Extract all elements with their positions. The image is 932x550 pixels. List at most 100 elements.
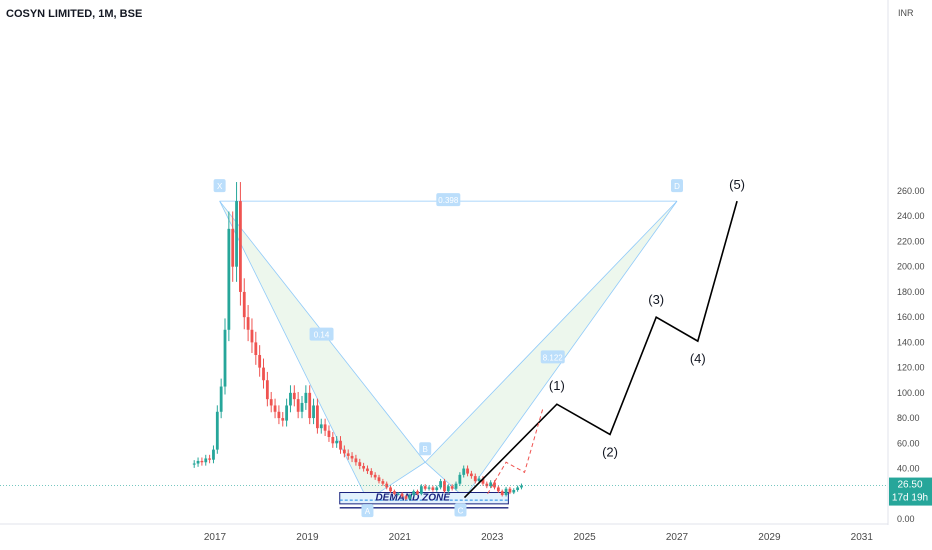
demand-zone: DEMAND ZONE bbox=[339, 492, 509, 509]
candle-body bbox=[242, 291, 246, 318]
candle-body bbox=[246, 317, 250, 330]
y-tick-label: 160.00 bbox=[897, 312, 925, 322]
candle-body bbox=[335, 440, 339, 444]
x-tick-label: 2027 bbox=[666, 532, 689, 543]
ratio-label: 8.122 bbox=[543, 353, 564, 362]
time-axis: 2017 2019 2021 2023 2025 2027 2029 2031 bbox=[0, 523, 888, 543]
candle-body bbox=[231, 228, 235, 267]
ratio-label-bg bbox=[309, 327, 334, 341]
candle-body bbox=[250, 329, 254, 343]
candle-body bbox=[489, 482, 493, 487]
candle-body bbox=[504, 488, 508, 496]
y-tick-label: 40.00 bbox=[897, 464, 920, 474]
wave-label: (5) bbox=[729, 177, 745, 192]
candle-body bbox=[431, 487, 435, 490]
candle-body bbox=[239, 201, 242, 292]
candle-body bbox=[500, 491, 504, 496]
point-label: A bbox=[365, 507, 371, 516]
candle-body bbox=[289, 392, 292, 406]
candle-body bbox=[219, 386, 223, 412]
last-price-tag bbox=[889, 477, 932, 506]
candle-body bbox=[520, 485, 523, 488]
candle-body bbox=[404, 496, 408, 499]
candle-body bbox=[381, 481, 385, 484]
candle-body bbox=[316, 405, 319, 429]
candle-body bbox=[204, 458, 208, 463]
point-label-bg bbox=[213, 179, 226, 193]
candle-body bbox=[508, 488, 512, 493]
candle-body bbox=[227, 228, 231, 330]
candle-body bbox=[408, 495, 412, 499]
wave-label: (3) bbox=[648, 292, 664, 307]
candle-body bbox=[281, 418, 285, 421]
candle-body bbox=[373, 474, 377, 478]
candle-body bbox=[400, 493, 404, 497]
point-label: D bbox=[674, 182, 680, 191]
y-tick-label: 80.00 bbox=[897, 413, 920, 423]
candle-body bbox=[258, 355, 262, 368]
candle-body bbox=[477, 478, 481, 482]
y-tick-label: 140.00 bbox=[897, 337, 925, 347]
candle-body bbox=[358, 462, 362, 467]
candle-body bbox=[273, 405, 277, 412]
y-tick-label: 200.00 bbox=[897, 262, 925, 272]
price-axis: 260.00 240.00 220.00 200.00 180.00 160.00 140.… bbox=[0, 0, 932, 525]
candle-body bbox=[462, 468, 466, 475]
candle-body bbox=[354, 458, 358, 463]
candle-body bbox=[385, 483, 389, 488]
point-label-bg bbox=[671, 179, 683, 193]
candle-body bbox=[223, 329, 227, 387]
candle-body bbox=[304, 392, 308, 403]
chart-title: COSYN LIMITED, 1M, BSE bbox=[6, 8, 142, 20]
pattern-triangle-xab bbox=[219, 201, 426, 501]
candle-body bbox=[308, 392, 312, 419]
candle-body bbox=[296, 399, 300, 412]
pattern-leg bbox=[464, 200, 678, 498]
candle-body bbox=[212, 449, 215, 460]
candle-body bbox=[419, 486, 423, 494]
projection-path bbox=[487, 407, 544, 495]
point-label-bg bbox=[454, 503, 467, 517]
candle-body bbox=[435, 487, 439, 490]
pattern-triangle-bcd bbox=[425, 201, 677, 498]
candle-body bbox=[416, 491, 419, 494]
pattern-leg bbox=[424, 200, 678, 463]
y-tick-label: 180.00 bbox=[897, 287, 925, 297]
x-tick-label: 2023 bbox=[481, 532, 504, 543]
candle-body bbox=[346, 453, 350, 456]
candle-body bbox=[369, 471, 373, 475]
y-tick-label: 240.00 bbox=[897, 211, 925, 221]
candle-body bbox=[389, 487, 392, 492]
candle-body bbox=[265, 380, 269, 400]
candle-body bbox=[427, 487, 431, 489]
point-label: B bbox=[423, 445, 428, 454]
point-label-bg bbox=[419, 442, 432, 456]
candle-body bbox=[393, 491, 396, 494]
y-tick-label: 220.00 bbox=[897, 236, 925, 246]
pattern-leg bbox=[219, 200, 368, 501]
x-tick-label: 2021 bbox=[389, 532, 412, 543]
wave-label: (2) bbox=[602, 444, 618, 459]
candle-body bbox=[473, 476, 477, 482]
candle-body bbox=[269, 399, 273, 406]
candle-body bbox=[485, 483, 489, 487]
candle-body bbox=[396, 493, 400, 495]
candle-body bbox=[512, 489, 516, 493]
candle-body bbox=[285, 405, 289, 421]
candle-body bbox=[470, 473, 473, 477]
candle-body bbox=[277, 411, 281, 419]
candle-body bbox=[454, 483, 458, 489]
y-tick-label: 260.00 bbox=[897, 186, 925, 196]
wave-label: (4) bbox=[690, 351, 706, 366]
x-tick-label: 2017 bbox=[204, 532, 227, 543]
candle-body bbox=[439, 481, 443, 488]
candle-body bbox=[458, 474, 462, 484]
candle-body bbox=[342, 449, 346, 454]
point-label-bg bbox=[361, 504, 374, 518]
y-tick-label: 100.00 bbox=[897, 388, 925, 398]
currency-label: INR bbox=[898, 8, 914, 18]
candle-body bbox=[254, 342, 258, 356]
candle-body bbox=[312, 405, 315, 419]
elliott-wave-projection: (1) (2) (3) (4) (5) bbox=[463, 177, 745, 499]
